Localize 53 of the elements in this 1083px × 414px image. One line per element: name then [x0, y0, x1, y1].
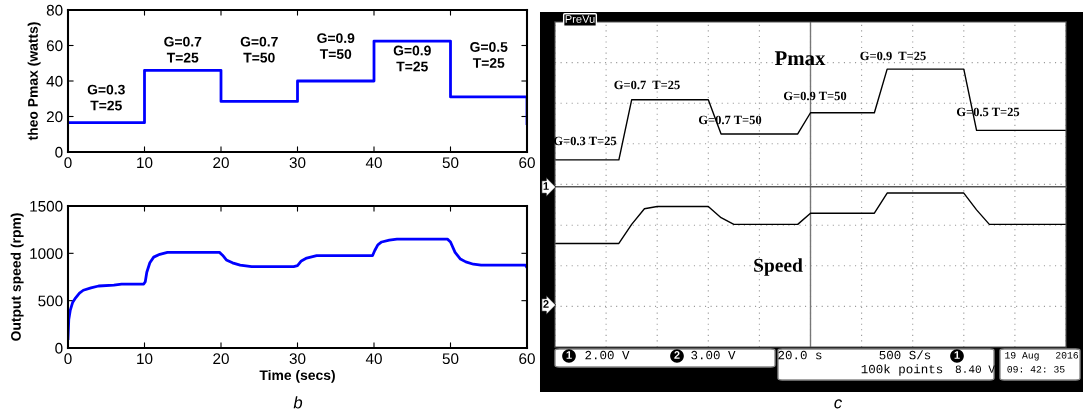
y-tick-label: 20 — [46, 111, 63, 123]
x-tick-label: 40 — [365, 353, 382, 365]
text: 2 — [674, 351, 680, 359]
y-tick-label: 500 — [38, 295, 63, 307]
x-tick-label: 20 — [213, 157, 229, 169]
y-tick-label: 60 — [46, 40, 63, 52]
text: b — [293, 396, 303, 409]
text: 3.00 V — [691, 350, 736, 360]
x-tick-label: 10 — [137, 353, 153, 365]
text: 500 S/s — [879, 350, 931, 360]
x-tick-label: 40 — [365, 157, 382, 169]
text: 09: 42: 35 — [1007, 366, 1065, 373]
text: 2 — [543, 300, 549, 308]
x-tick-label: 30 — [289, 353, 306, 365]
y-axis-title: Output speed (rpm) — [10, 213, 24, 341]
annotation: G=0.7 T=25 — [614, 80, 680, 90]
x-tick-label: 60 — [519, 157, 535, 169]
text: 1 — [543, 182, 549, 190]
x-tick-label: 0 — [64, 157, 72, 169]
annotation: G=0.9 T=25 — [393, 45, 431, 72]
x-tick-label: 30 — [289, 157, 306, 169]
x-tick-label: 20 — [213, 353, 229, 365]
y-tick-label: 40 — [46, 75, 63, 87]
y-axis-title: theo Pmax (watts) — [27, 22, 41, 141]
y-tick-label: 80 — [46, 4, 63, 16]
annotation: G=0.5 T=25 — [470, 42, 508, 68]
x-tick-label: 60 — [519, 353, 535, 365]
text: c — [834, 399, 842, 409]
annotation: G=0.3 T=25 — [87, 84, 125, 111]
annotation: G=0.9 T=50 — [317, 33, 355, 59]
x-tick-label: 0 — [64, 353, 72, 365]
annotation: Speed — [754, 258, 803, 276]
annotation: G=0.7 T=25 — [164, 36, 202, 63]
y-tick-label: 1500 — [30, 200, 63, 212]
x-tick-label: 50 — [442, 353, 459, 365]
text: 2.00 V — [585, 350, 630, 360]
text: 20.0 s — [778, 350, 822, 360]
annotation: G=0.9 T=50 — [783, 91, 847, 101]
y-tick-label: 0 — [55, 342, 63, 354]
text: 1 — [566, 351, 572, 359]
text: 19 Aug — [1005, 352, 1039, 361]
x-tick-label: 10 — [137, 157, 153, 169]
x-tick-label: 50 — [442, 157, 459, 169]
text: G=0.9 T=25 — [860, 51, 926, 61]
text: 100k points — [861, 364, 943, 376]
text: 2016 — [1056, 352, 1079, 359]
x-axis-title: Time (secs) — [259, 369, 335, 383]
text: Pmax — [774, 51, 826, 66]
text: PreVu — [565, 15, 595, 23]
y-tick-label: 1000 — [30, 248, 63, 260]
y-tick-label: 0 — [55, 146, 63, 158]
annotation: G=0.7 T=50 — [240, 36, 278, 63]
text: 1 — [954, 351, 960, 359]
